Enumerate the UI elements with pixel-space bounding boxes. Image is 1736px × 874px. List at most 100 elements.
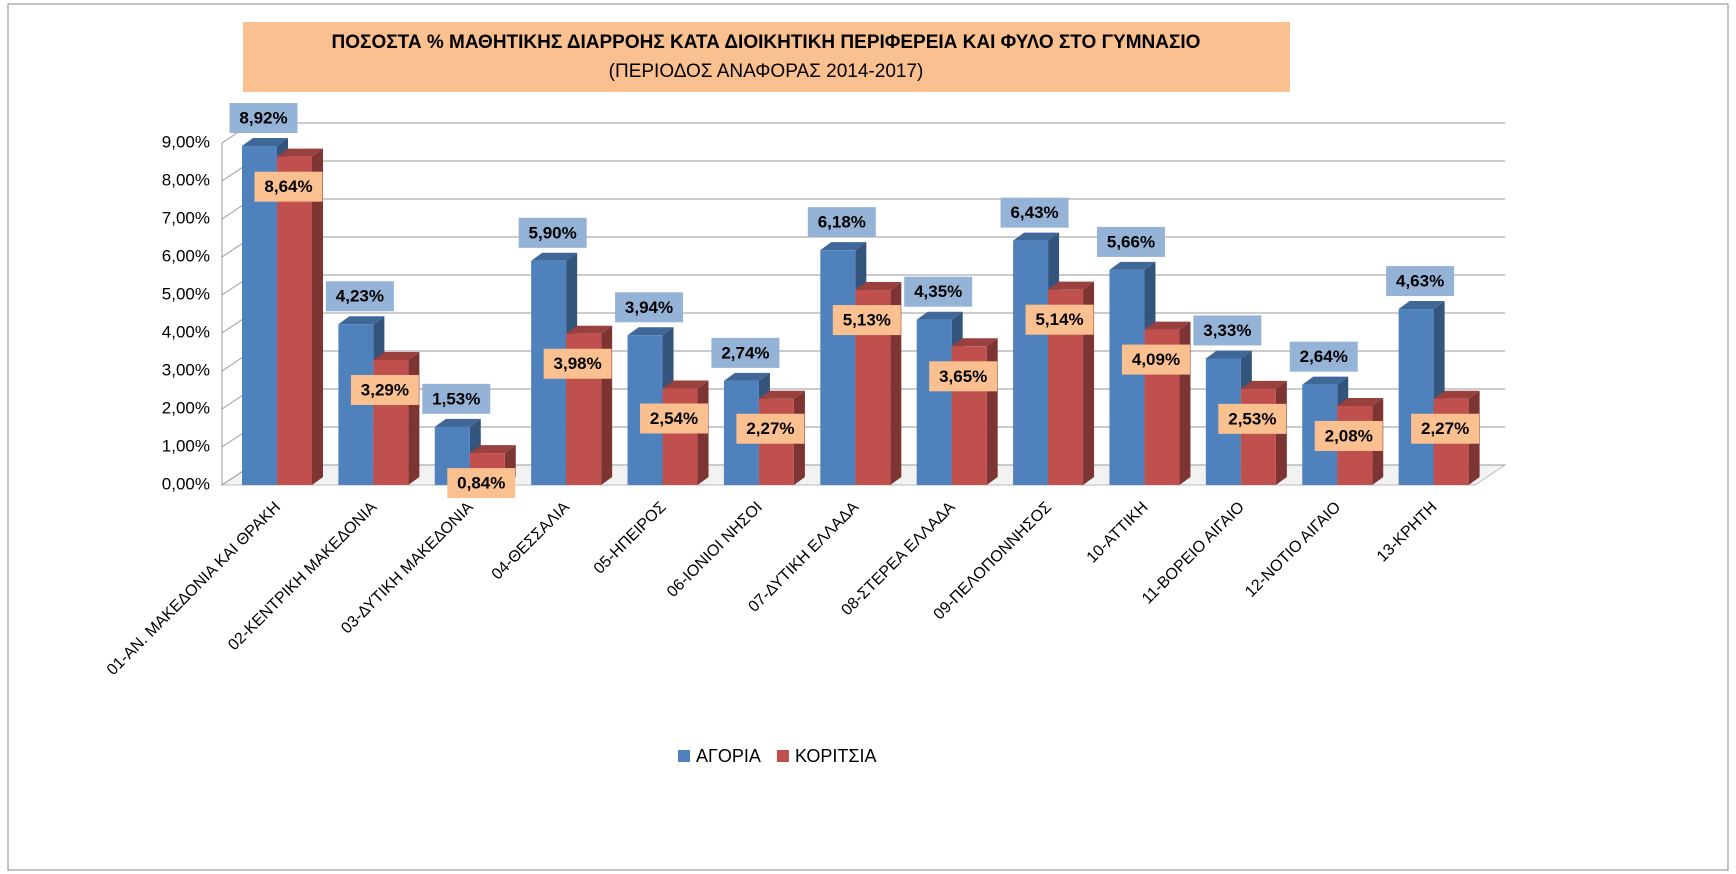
value-label-box [1411,413,1480,444]
y-tick-label: 1,00% [162,436,210,455]
bar [1240,388,1276,485]
value-label: 2,74% [721,343,769,362]
bar-top [723,372,770,381]
bar [916,319,952,485]
value-label-box [1000,197,1069,228]
bar-top [662,380,709,389]
value-label-box [229,103,298,134]
value-label-box [736,413,805,444]
legend-swatch [776,750,789,762]
y-tick-label: 2,00% [162,398,210,417]
value-label: 4,35% [914,282,962,301]
value-label: 3,65% [939,367,987,386]
value-label-box [711,337,780,368]
y-tick-label: 7,00% [162,208,210,227]
value-label: 4,23% [336,287,384,306]
bar [1013,240,1049,485]
value-label: 4,63% [1396,272,1444,291]
bar-top [820,242,867,251]
bar-top [1337,397,1384,406]
value-label-box [615,292,684,323]
y-tick-label: 4,00% [162,322,210,341]
value-label-box [350,374,419,405]
value-label: 2,53% [1228,409,1276,428]
bar-top [373,351,420,360]
y-tick-label: 6,00% [162,246,210,265]
bar [820,250,856,485]
value-label-box [518,217,587,248]
value-label-box [1193,315,1262,346]
bar-top [242,138,288,147]
value-label-box [422,383,491,414]
value-label: 2,08% [1325,426,1373,445]
value-label-box [1121,344,1190,375]
value-label-box [1025,304,1094,335]
value-label: 5,14% [1035,310,1083,329]
value-label-box [254,171,323,202]
value-label-box [807,207,876,238]
value-label: 8,92% [239,109,287,128]
bar [1398,309,1434,485]
value-label: 2,27% [746,419,794,438]
value-label-box [1289,341,1358,372]
value-label-box [1386,266,1455,297]
legend-label: ΚΟΡΙΤΣΙΑ [795,746,877,766]
bar-side [312,148,323,485]
y-tick-label: 8,00% [162,170,210,189]
value-label: 3,94% [625,298,673,317]
bar-top [531,252,578,261]
bar-top [277,148,323,157]
value-label: 0,84% [457,474,505,493]
value-label: 3,29% [361,380,409,399]
bar-top [627,327,674,336]
bar-top [1205,350,1252,359]
bar [242,146,277,486]
bar-top [916,311,963,320]
value-label: 6,43% [1010,203,1058,222]
y-tick-label: 5,00% [162,284,210,303]
bar-top [1433,390,1480,399]
bar-top [1048,281,1095,290]
bar [277,156,312,485]
bar [662,388,698,485]
bar-side [986,338,998,485]
bar-top [338,316,385,325]
chart-title: ΠΟΣΟΣΤΑ % ΜΑΘΗΤΙΚΗΣ ΔΙΑΡΡΟΗΣ ΚΑΤΑ ΔΙΟΙΚΗ… [332,32,1201,53]
value-label: 5,66% [1107,232,1155,251]
value-label: 8,64% [264,177,312,196]
bar-side [408,351,420,485]
bar-top [469,445,516,454]
value-label: 6,18% [818,213,866,232]
bar [1109,269,1145,485]
bar-top [1302,376,1349,385]
bar-top [566,325,613,334]
bar-top [1398,301,1445,310]
y-tick-label: 9,00% [162,132,210,151]
value-label-box [904,276,973,307]
value-label-box [325,281,394,312]
value-label: 3,33% [1203,321,1251,340]
value-label-box [543,348,612,379]
value-label-box [929,361,998,392]
value-label-box [447,468,516,499]
value-label: 1,53% [432,389,480,408]
bar-top [1240,380,1287,389]
chart-subtitle: (ΠΕΡΙΟΔΟΣ ΑΝΑΦΟΡΑΣ 2014-2017) [609,61,924,82]
value-label: 5,90% [529,223,577,242]
bar-top [951,338,998,347]
y-tick-label: 0,00% [162,474,210,493]
value-label: 4,09% [1132,350,1180,369]
value-label-box [1314,420,1383,451]
bar-top [1013,232,1060,241]
legend-label: ΑΓΟΡΙΑ [696,746,761,766]
value-label: 2,64% [1300,347,1348,366]
title-box [243,22,1290,92]
legend-swatch [678,750,690,762]
bar-top [758,390,805,399]
bar-top [855,282,902,291]
value-label: 3,98% [554,354,602,373]
value-label-box [1096,226,1165,257]
value-label: 2,54% [650,409,698,428]
value-label: 5,13% [843,311,891,330]
